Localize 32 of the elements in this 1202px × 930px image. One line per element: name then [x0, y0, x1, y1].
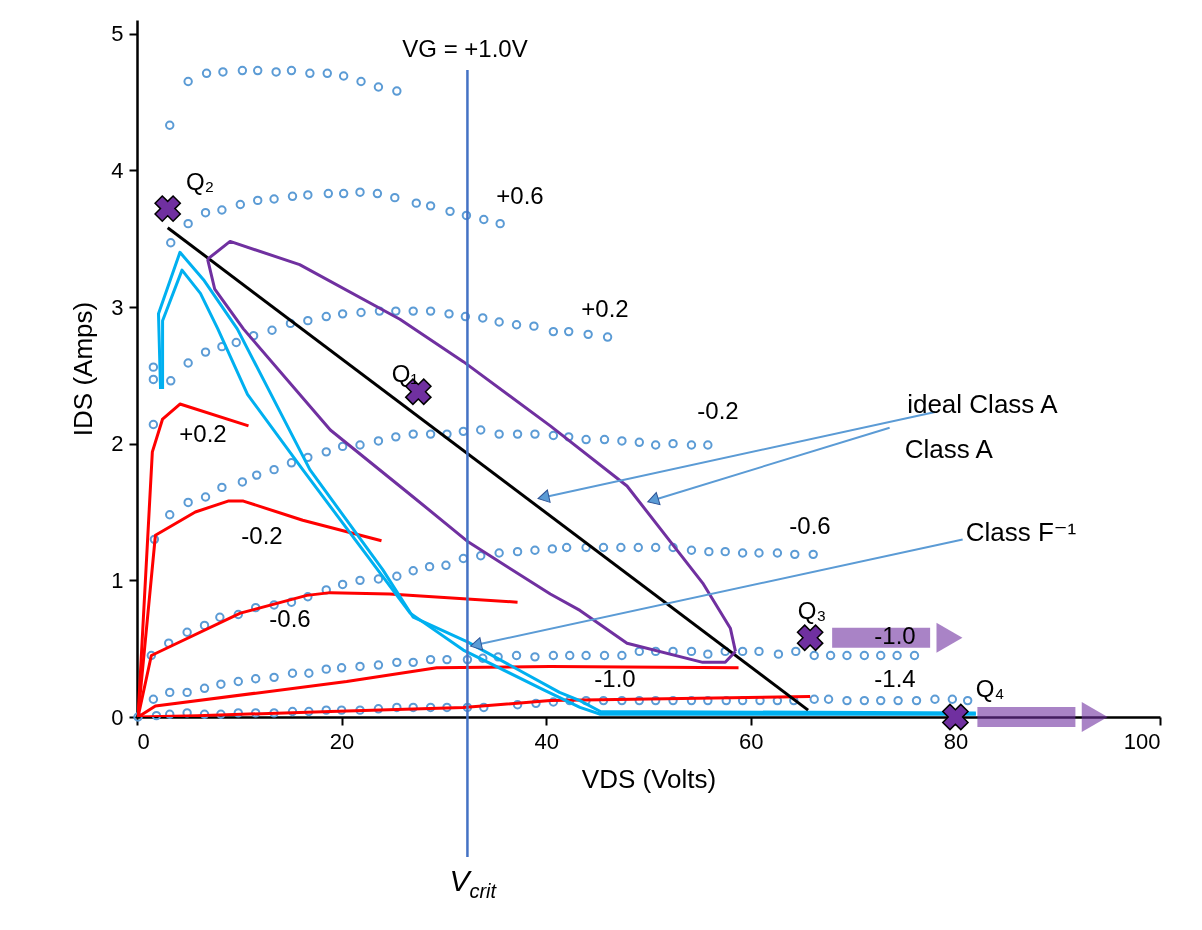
annotation: +0.2	[179, 420, 227, 447]
annotation: -0.2	[697, 397, 739, 424]
y-tick-label: 1	[111, 567, 124, 593]
y-tick-label: 4	[111, 157, 124, 183]
annotation: Q₁	[391, 360, 419, 387]
annotation: Class F⁻¹	[965, 516, 1077, 547]
annotation: +0.6	[496, 182, 544, 209]
annotation: -1.0	[874, 622, 916, 649]
annotation: Q₂	[186, 168, 214, 195]
x-tick-label: 60	[739, 728, 764, 754]
x-tick-label: 80	[943, 728, 969, 754]
x-axis-title: VDS (Volts)	[581, 763, 717, 794]
annotation: +0.2	[581, 295, 629, 322]
annotation: -0.6	[789, 512, 831, 539]
y-tick-label: 2	[111, 431, 124, 457]
annotation: Q₄	[975, 675, 1005, 702]
annotation: -0.6	[269, 605, 311, 632]
y-tick-label: 0	[111, 704, 124, 730]
y-tick-label: 5	[111, 21, 124, 47]
annotation: -0.2	[241, 522, 283, 549]
annotation: -1.0	[594, 665, 636, 692]
x-tick-label: 100	[1123, 728, 1161, 754]
x-tick-label: 0	[137, 728, 150, 754]
x-tick-label: 20	[329, 728, 355, 754]
annotation: Q₃	[797, 597, 827, 624]
annotation: -1.4	[874, 665, 916, 692]
annotation: Class A	[904, 433, 994, 464]
annotation: ideal Class A	[907, 388, 1059, 419]
y-tick-label: 3	[111, 294, 124, 320]
annotation: VG = +1.0V	[402, 35, 528, 62]
y-axis-title: IDS (Amps)	[68, 301, 99, 437]
x-tick-label: 40	[534, 728, 559, 754]
